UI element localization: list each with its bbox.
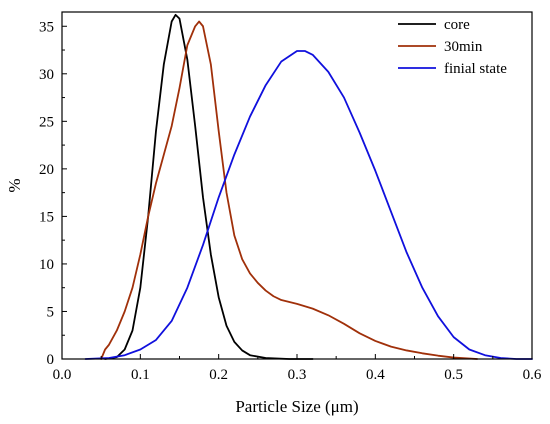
x-tick-label: 0.3 xyxy=(288,367,307,383)
x-tick-label: 0.2 xyxy=(209,367,228,383)
series-line-core xyxy=(104,13,314,360)
x-tick-label: 0.0 xyxy=(53,367,72,383)
y-tick-label: 15 xyxy=(39,209,54,225)
x-axis-title: Particle Size (μm) xyxy=(235,397,358,416)
y-axis-title: % xyxy=(5,178,24,192)
x-tick-label: 0.6 xyxy=(523,367,542,383)
legend-label: core xyxy=(444,17,470,33)
ticks-layer: 0.0 0.1 0.2 0.3 0.4 0.5 0.6 0 5 10 15 20 25 30 35 xyxy=(39,19,542,383)
y-tick-label: 25 xyxy=(39,114,54,130)
x-tick-label: 0.5 xyxy=(444,367,463,383)
x-tick-label: 0.1 xyxy=(131,367,150,383)
series-line-30min xyxy=(100,20,479,360)
y-tick-label: 30 xyxy=(39,67,54,83)
y-tick-label: 5 xyxy=(47,304,55,320)
legend-label: 30min xyxy=(444,39,483,55)
y-tick-label: 10 xyxy=(39,257,54,273)
series-layer xyxy=(84,13,533,360)
legend-label: finial state xyxy=(444,61,507,77)
legend: core 30min finial state xyxy=(398,17,507,77)
series-line-finial-state xyxy=(84,50,533,360)
x-tick-label: 0.4 xyxy=(366,367,385,383)
y-tick-label: 35 xyxy=(39,19,54,35)
y-tick-label: 20 xyxy=(39,162,54,178)
y-tick-label: 0 xyxy=(47,352,55,368)
